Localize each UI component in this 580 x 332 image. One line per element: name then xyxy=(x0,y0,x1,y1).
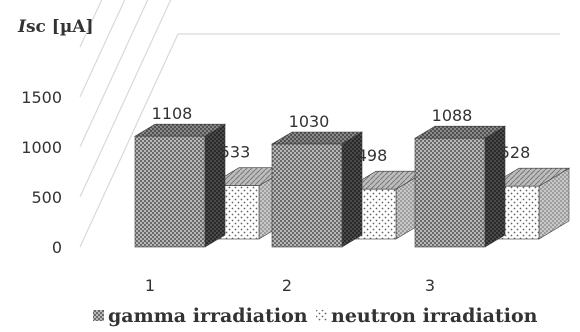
y-tick-label: 1000 xyxy=(21,138,62,157)
data-label-gamma-2: 1030 xyxy=(289,112,330,131)
x-tick-label-3: 3 xyxy=(425,276,435,295)
x-tick-label-2: 2 xyxy=(282,276,292,295)
x-axis-ticks: 1 2 3 xyxy=(145,276,435,295)
bar-gamma-3 xyxy=(413,125,507,248)
x-tick-label-1: 1 xyxy=(145,276,155,295)
y-axis-ticks: 0 500 1000 1500 xyxy=(21,88,62,257)
bar-gamma-2 xyxy=(270,131,364,248)
data-label-gamma-3: 1088 xyxy=(432,106,473,125)
y-tick-label: 500 xyxy=(31,188,62,207)
legend-label-gamma: gamma irradiation xyxy=(108,305,308,327)
y-tick-label: 1500 xyxy=(21,88,62,107)
data-label-neutron-2: 498 xyxy=(357,146,388,165)
y-tick-label: 0 xyxy=(52,238,62,257)
gridline-1 xyxy=(79,0,172,198)
legend-swatch-gamma xyxy=(93,310,104,321)
data-label-gamma-1: 1108 xyxy=(152,104,193,123)
data-label-neutron-1: 533 xyxy=(220,143,251,162)
y-axis-label: Isc [µA] xyxy=(17,17,94,37)
bars xyxy=(133,123,571,248)
legend-label-neutron: neutron irradiation xyxy=(331,305,538,327)
data-label-neutron-3: 528 xyxy=(500,143,531,162)
data-labels: 533 1108 498 1030 528 1088 xyxy=(152,104,531,165)
gridlines xyxy=(79,0,560,248)
gridline-0 xyxy=(79,33,560,248)
bar-gamma-1 xyxy=(133,123,227,248)
gridline-3 xyxy=(79,0,126,98)
gridline-2 xyxy=(79,0,149,148)
legend: gamma irradiation neutron irradiation xyxy=(93,305,538,327)
legend-swatch-neutron xyxy=(316,310,327,321)
